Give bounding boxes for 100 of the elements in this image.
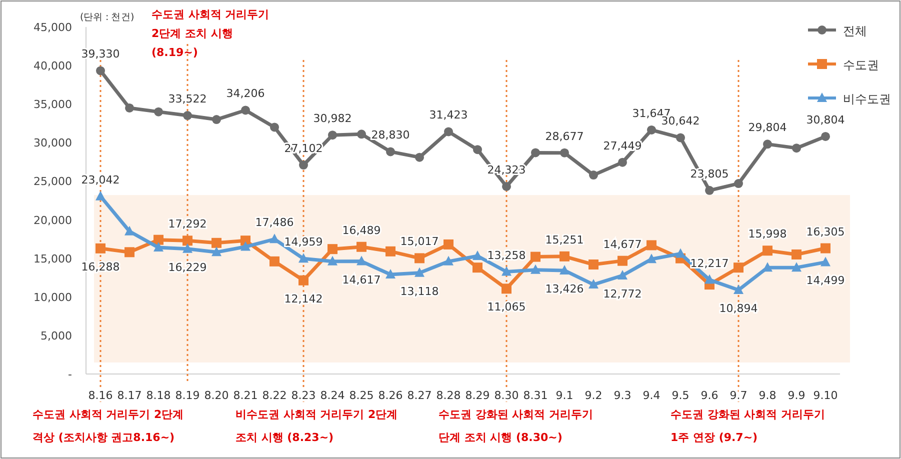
point (386, 147, 395, 156)
legend-label: 수도권 (843, 58, 879, 72)
data-label: 39,330 (81, 48, 120, 61)
data-label: 29,804 (748, 121, 787, 134)
data-label: 16,489 (342, 224, 381, 237)
point (182, 236, 192, 246)
x-tick-label: 9.2 (584, 389, 602, 402)
x-tick-label: 9.5 (672, 389, 690, 402)
data-label: 10,894 (719, 302, 758, 315)
x-tick-label: 8.16 (88, 389, 113, 402)
x-tick-label: 8.27 (407, 389, 432, 402)
point (647, 125, 656, 134)
x-tick-label: 8.29 (465, 389, 490, 402)
x-tick-label: 8.25 (349, 389, 374, 402)
point (212, 115, 221, 124)
x-tick-label: 9.7 (730, 389, 748, 402)
point (618, 158, 627, 167)
point (820, 256, 830, 266)
point (734, 262, 744, 273)
ref-line-label: 수도권 강화된 사회적 거리두기 단계 조치 시행 (8.30~) (438, 408, 593, 444)
data-label: 13,258 (487, 248, 526, 262)
data-label: 23,042 (81, 173, 120, 186)
point (386, 246, 396, 256)
data-label: 15,998 (748, 228, 787, 241)
point (560, 264, 570, 274)
point (96, 66, 105, 76)
point (531, 148, 540, 158)
point (588, 279, 598, 289)
point (560, 148, 569, 158)
x-tick-label: 9.1 (556, 389, 574, 402)
point (502, 266, 512, 276)
data-label: 16,305 (806, 225, 845, 238)
y-tick-label: - (68, 368, 72, 381)
point (124, 226, 134, 236)
y-tick-label: 15,000 (34, 252, 72, 266)
point (270, 256, 280, 266)
data-label: 28,830 (371, 128, 410, 142)
point (154, 242, 164, 252)
point (530, 252, 540, 262)
data-label: 28,677 (545, 130, 584, 143)
point (154, 234, 164, 245)
x-tick-label: 8.17 (117, 389, 142, 402)
y-tick-label: 10,000 (34, 290, 72, 304)
x-tick-label: 8.24 (320, 389, 345, 402)
point (792, 249, 802, 260)
data-label: 13,426 (545, 282, 584, 296)
point (646, 254, 656, 264)
data-label: 31,423 (429, 108, 468, 122)
x-tick-label: 8.20 (204, 389, 229, 402)
point (792, 144, 801, 153)
point (328, 256, 338, 266)
data-label: 30,982 (313, 112, 352, 126)
point (444, 239, 454, 250)
point (444, 256, 454, 266)
legend-label: 비수도권 (843, 92, 891, 106)
data-label: 17,486 (255, 216, 294, 230)
data-label: 14,959 (284, 236, 323, 249)
point (356, 242, 366, 252)
point (356, 256, 366, 266)
point (473, 145, 482, 154)
point (762, 246, 772, 256)
text: (단위 : 천건) (80, 12, 134, 23)
x-tick-label: 9.6 (700, 389, 718, 402)
y-tick-label: 35,000 (34, 98, 72, 112)
data-label: 34,206 (226, 87, 265, 100)
data-label: 33,522 (168, 92, 207, 106)
x-tick-label: 9.9 (788, 389, 806, 402)
point (96, 190, 106, 200)
point (589, 170, 598, 180)
point (299, 160, 308, 170)
point (763, 140, 772, 149)
point (704, 274, 714, 284)
point (328, 130, 337, 140)
x-tick-label: 8.26 (378, 389, 403, 402)
point (618, 256, 628, 266)
ref-line-label: 수도권 사회적 거리두기 2단계 격상 (조치사항 권고8.16~) (32, 408, 184, 444)
ref-line-label: 비수도권 사회적 거리두기 2단계 조치 시행 (8.23~) (236, 408, 398, 444)
point (444, 127, 453, 136)
y-tick-label: 30,000 (34, 136, 72, 150)
data-label: 11,065 (487, 300, 526, 314)
data-label: 14,617 (342, 273, 381, 286)
point (212, 238, 222, 248)
data-label: 14,677 (603, 238, 642, 251)
point (821, 132, 830, 141)
point (386, 269, 396, 279)
data-label: 16,288 (81, 260, 120, 274)
data-label: 30,804 (806, 113, 845, 126)
data-label: 17,292 (168, 218, 207, 231)
data-label: 14,499 (806, 274, 845, 288)
x-tick-label: 9.8 (758, 389, 776, 402)
data-label: 15,251 (545, 233, 584, 246)
point (270, 122, 279, 132)
point (154, 107, 163, 116)
point (676, 248, 686, 258)
x-tick-label: 8.31 (523, 389, 548, 402)
x-tick-label: 9.10 (813, 389, 838, 402)
point (125, 103, 134, 112)
point (183, 111, 192, 120)
point (502, 182, 511, 191)
point (241, 106, 250, 115)
